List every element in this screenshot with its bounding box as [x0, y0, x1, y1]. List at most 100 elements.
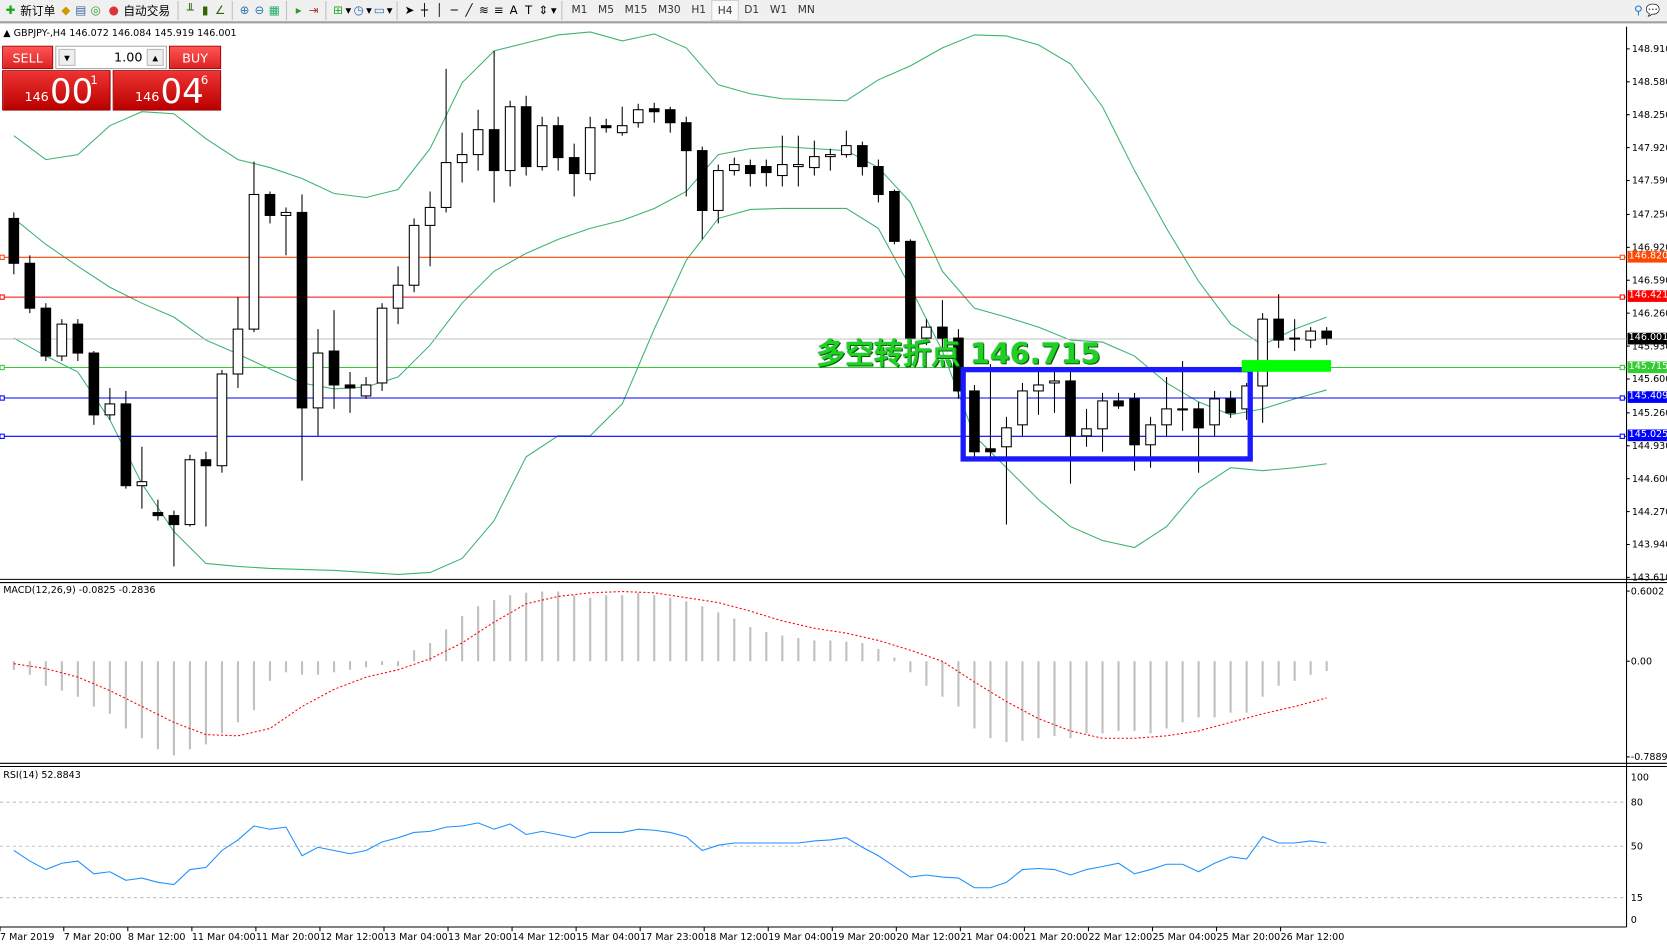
horizontal-line-icon[interactable]: ─	[450, 3, 458, 18]
zoom-out-icon[interactable]: ⊖	[254, 3, 265, 18]
candle	[1321, 327, 1332, 346]
candle-body	[1097, 400, 1108, 430]
buy-button[interactable]: BUY	[169, 45, 222, 70]
candle-body	[1193, 408, 1204, 429]
candle-body	[889, 190, 900, 242]
auto-trading-icon: ●	[108, 3, 119, 18]
candle-body	[1065, 380, 1076, 437]
dropdown-arrow-icon[interactable]: ▼	[550, 6, 557, 15]
new-order-icon: ✚	[5, 3, 16, 18]
candle	[264, 191, 276, 224]
time-tick-label: 25 Mar 04:00	[1152, 932, 1216, 943]
vertical-line-icon[interactable]: │	[435, 3, 443, 18]
text-icon[interactable]: A	[509, 3, 518, 18]
macd-tick-label: 0.00	[1631, 656, 1652, 667]
time-tick-label: 11 Mar 20:00	[256, 932, 320, 943]
tile-windows-icon[interactable]: ▦	[268, 3, 280, 18]
candlestick-icon[interactable]: ▮	[201, 3, 209, 18]
candle-body	[344, 384, 356, 389]
line-chart-icon[interactable]: ∠	[214, 3, 226, 18]
candle-body	[40, 307, 52, 357]
indicators-icon[interactable]: ⊞	[333, 3, 343, 18]
fibonacci-icon[interactable]: ≋	[478, 3, 489, 18]
candle	[616, 106, 628, 136]
candle	[873, 159, 884, 203]
candle-body	[520, 106, 532, 168]
sell-price[interactable]: 146 00 1	[2, 70, 111, 112]
chart-shift-icon[interactable]: ⇥	[308, 3, 319, 18]
candle-body	[312, 352, 324, 409]
lot-increase-button[interactable]: ▲	[146, 48, 164, 66]
candle-body	[712, 170, 724, 211]
timeframe-m5[interactable]: M5	[598, 4, 615, 16]
text-label-icon[interactable]: T	[524, 3, 533, 18]
bar-chart-icon[interactable]: ╨	[186, 3, 194, 18]
candle	[328, 310, 340, 409]
autoscroll-icon[interactable]: ▸	[295, 3, 302, 18]
toolbar-divider	[231, 1, 233, 21]
candle	[136, 446, 148, 509]
candle	[152, 499, 164, 521]
candle-body	[376, 307, 388, 384]
candle	[248, 161, 260, 333]
dropdown-arrow-icon[interactable]: ▼	[345, 6, 352, 15]
chart-canvas[interactable]: 148.910 148.580 148.250 147.920 147.590 147.2…	[0, 23, 1667, 945]
dropdown-arrow-icon[interactable]: ▼	[386, 6, 393, 15]
lot-decrease-button[interactable]: ▼	[58, 48, 76, 66]
candle-body	[1289, 337, 1300, 340]
candle	[440, 68, 452, 213]
sell-button[interactable]: SELL	[2, 45, 54, 70]
timeframe-m30[interactable]: M30	[657, 4, 681, 16]
pivot-annotation-text[interactable]: 多空转折点 146.715	[816, 338, 1101, 372]
candle-body	[1209, 398, 1220, 426]
candle-body	[760, 166, 772, 174]
candle-body	[793, 164, 804, 168]
cursor-icon[interactable]: ➤	[404, 3, 415, 18]
search-icon[interactable]: ⚲	[1633, 3, 1643, 18]
candle	[1113, 392, 1124, 409]
candle	[312, 329, 324, 436]
candle	[744, 159, 756, 187]
new-order-button[interactable]: ✚ 新订单	[0, 0, 58, 21]
price-tick-label: 145.260	[1632, 408, 1667, 419]
line-anchor-handle	[0, 433, 5, 439]
time-tick-label: 21 Mar 04:00	[960, 932, 1024, 943]
market-watch-icon[interactable]: ◆	[61, 3, 71, 18]
periods-icon[interactable]: ◷	[353, 3, 364, 18]
candle	[921, 319, 932, 346]
buy-price[interactable]: 146 04 6	[112, 70, 222, 112]
lot-size-input[interactable]: ▼ 1.00 ▲	[55, 45, 167, 70]
candle-body	[280, 211, 292, 216]
timeframe-m15[interactable]: M15	[624, 4, 648, 16]
timeframe-w1[interactable]: W1	[769, 4, 788, 16]
rsi-tick-label: 100	[1631, 772, 1649, 783]
crosshair-icon[interactable]: ┼	[420, 3, 428, 18]
toolbar-divider	[325, 1, 327, 21]
collapse-triangle-icon[interactable]: ▲	[3, 28, 14, 40]
timeframe-h1[interactable]: H1	[691, 4, 707, 16]
price-tick-label: 143.610	[1632, 573, 1667, 584]
timeframe-h4[interactable]: H4	[711, 0, 739, 22]
fibo-fan-icon[interactable]: ≡	[493, 3, 504, 18]
candle	[632, 103, 644, 128]
candle	[232, 297, 244, 388]
candle	[488, 50, 500, 203]
timeframe-d1[interactable]: D1	[744, 4, 760, 16]
templates-icon[interactable]: ▭	[373, 3, 385, 18]
timeframe-m1[interactable]: M1	[571, 4, 588, 16]
zoom-in-icon[interactable]: ⊕	[239, 3, 250, 18]
trendline-icon[interactable]: ╱	[465, 3, 473, 18]
candle-body	[24, 262, 36, 309]
candle-body	[184, 459, 196, 526]
arrows-icon[interactable]: ⇕	[538, 3, 549, 18]
candle-body	[969, 390, 980, 453]
candle-body	[136, 481, 148, 487]
time-tick-label: 13 Mar 04:00	[384, 932, 448, 943]
signals-icon[interactable]: ◎	[90, 3, 101, 18]
timeframe-mn[interactable]: MN	[797, 4, 815, 16]
data-window-icon[interactable]: ▤	[75, 3, 87, 18]
time-tick-label: 22 Mar 12:00	[1088, 932, 1152, 943]
dropdown-arrow-icon[interactable]: ▼	[366, 6, 372, 15]
chat-icon[interactable]: 💬	[1645, 3, 1661, 18]
auto-trading-button[interactable]: ● 自动交易	[103, 0, 173, 21]
